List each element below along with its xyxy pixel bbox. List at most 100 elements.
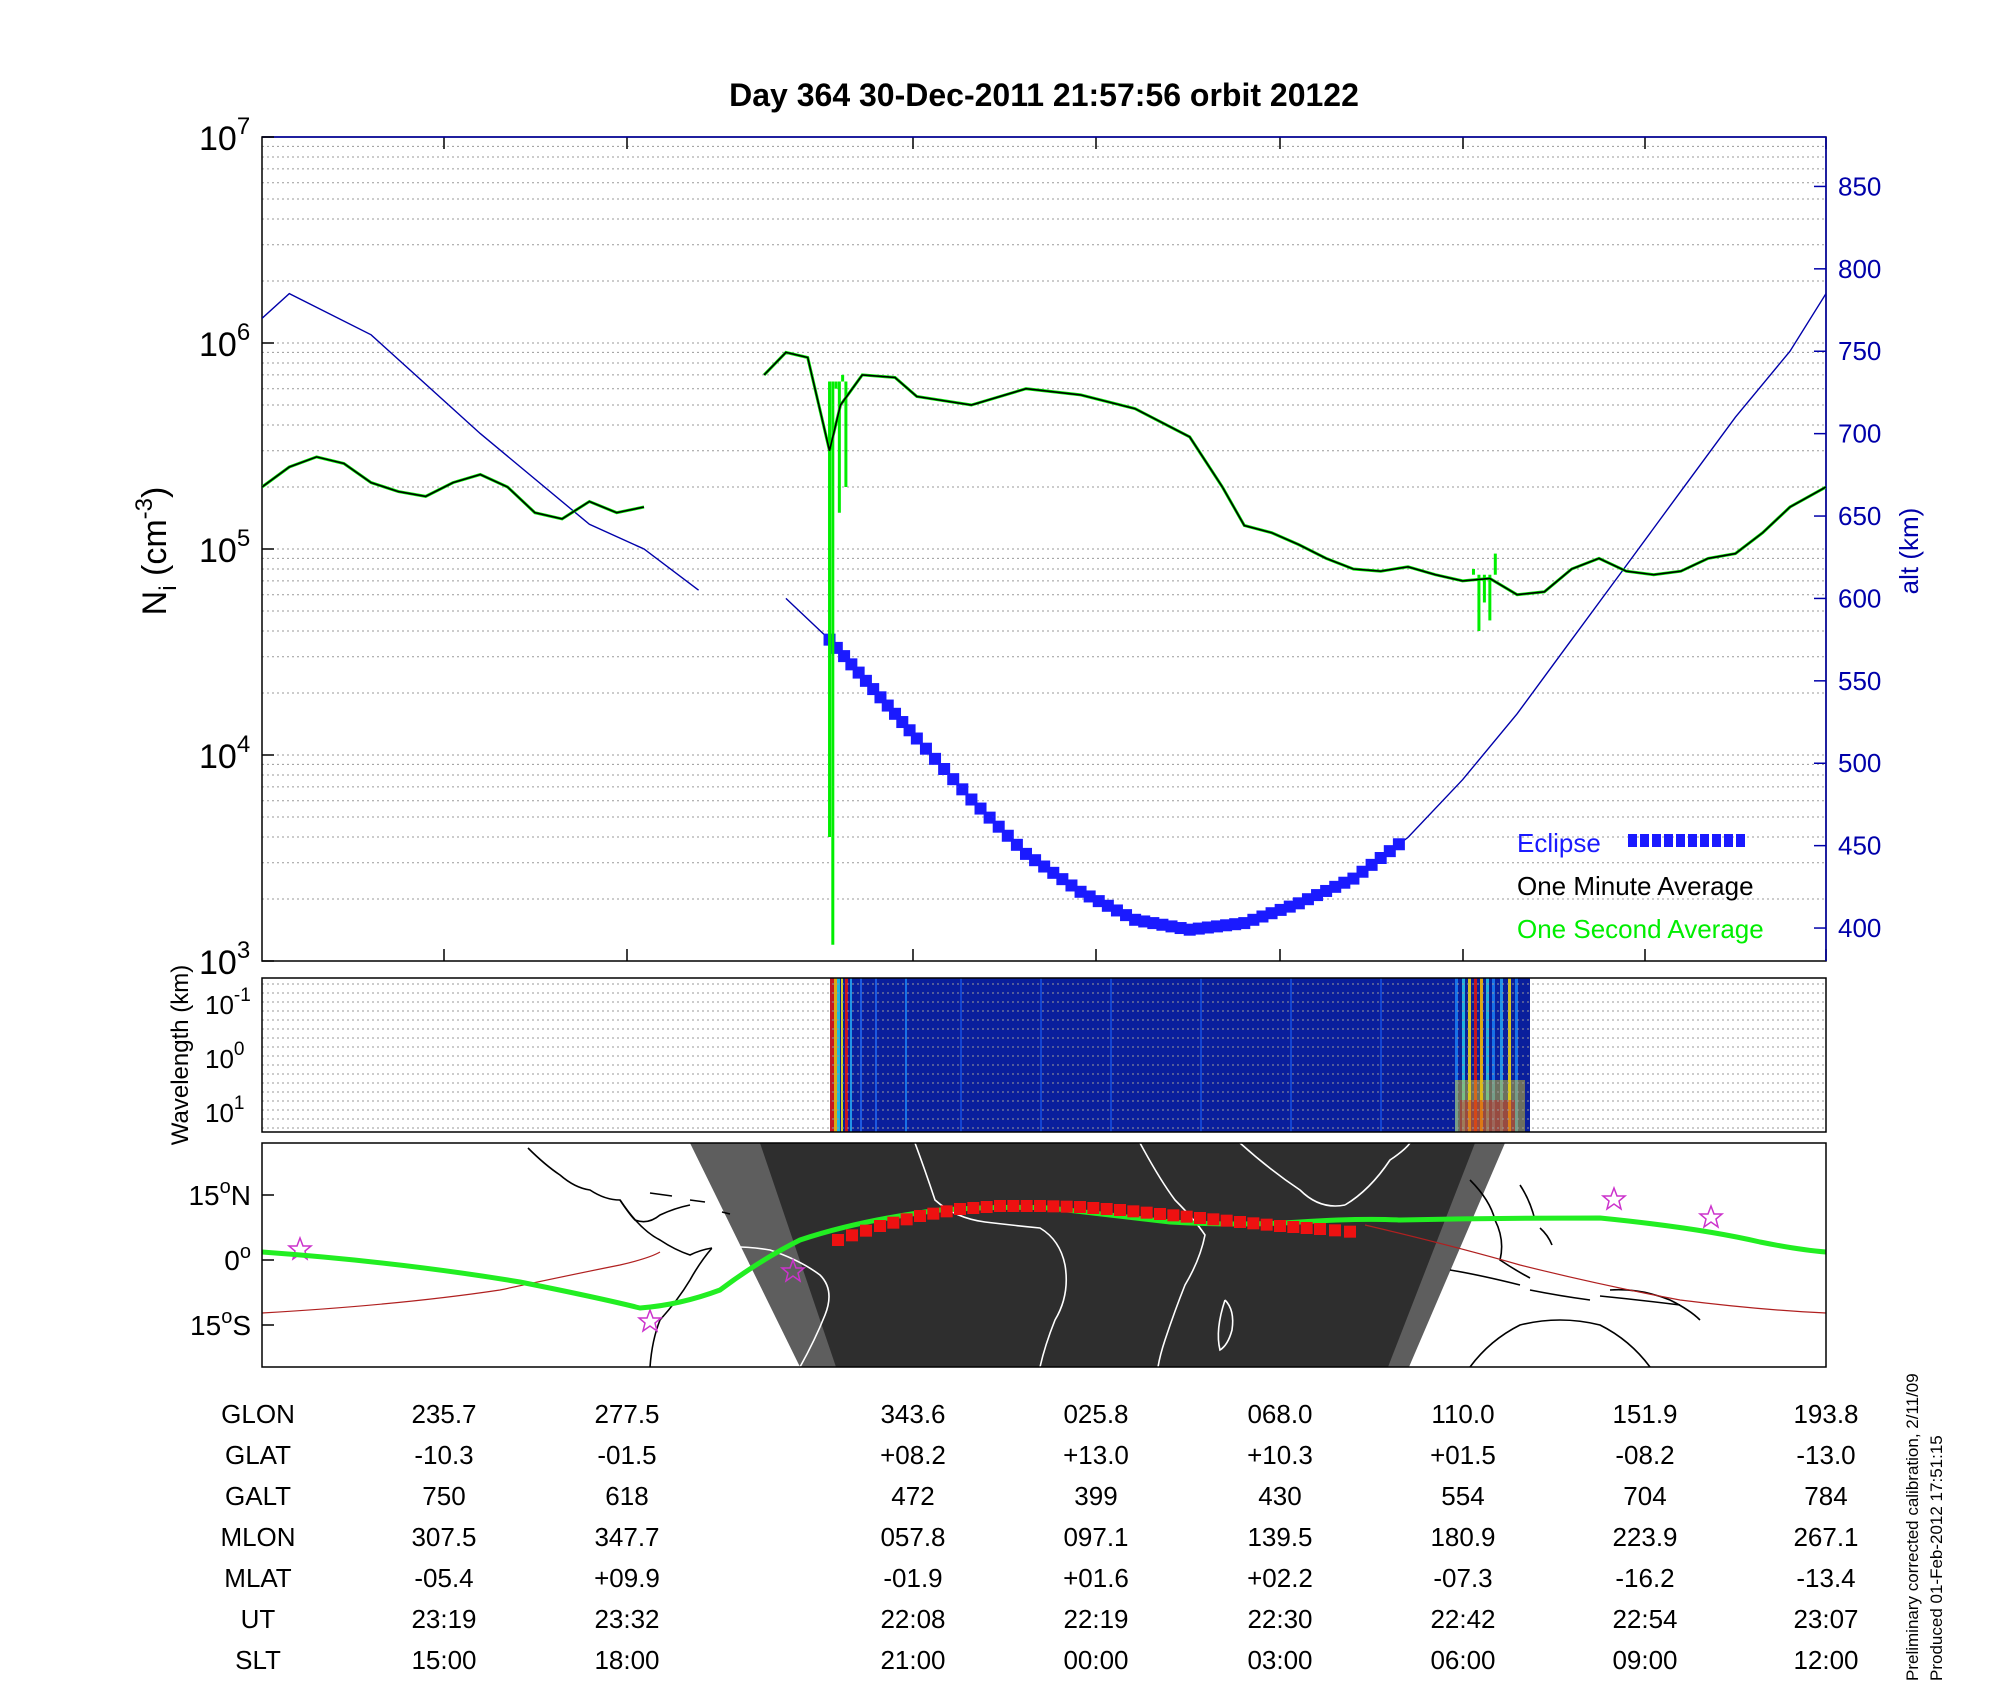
footnote-produced: Produced 01-Feb-2012 17:51:15 bbox=[1927, 1435, 1946, 1681]
station-star-icon bbox=[636, 1307, 664, 1333]
altitude-tick-labels: 400 450 500 550 600 650 700 750 800 850 bbox=[1814, 171, 1881, 943]
track-eclipse-marker bbox=[860, 1224, 872, 1237]
eclipse-marker bbox=[1274, 903, 1287, 916]
y-tick-label: 106 bbox=[199, 319, 250, 364]
eclipse-marker bbox=[1192, 922, 1205, 935]
ephemeris-cell: 068.0 bbox=[1247, 1399, 1312, 1429]
spectrogram-streak bbox=[1200, 978, 1202, 1132]
track-eclipse-marker bbox=[832, 1234, 844, 1246]
eclipse-marker bbox=[1138, 915, 1151, 928]
spectrogram-streak bbox=[834, 978, 837, 1132]
ephemeris-cell: 554 bbox=[1441, 1481, 1484, 1511]
ephemeris-cell: 223.9 bbox=[1612, 1522, 1677, 1552]
ephemeris-cell: 343.6 bbox=[880, 1399, 945, 1429]
spectrogram-streak bbox=[1110, 978, 1112, 1132]
track-eclipse-marker bbox=[1034, 1200, 1046, 1212]
wavelength-gridlines bbox=[262, 983, 1826, 1129]
track-eclipse-marker bbox=[1260, 1218, 1273, 1231]
eclipse-marker bbox=[1265, 907, 1278, 920]
track-eclipse-marker bbox=[1329, 1224, 1341, 1237]
spectrogram-streak bbox=[875, 978, 877, 1132]
eclipse-marker bbox=[1129, 913, 1142, 926]
ephemeris-cell: 12:00 bbox=[1793, 1645, 1858, 1675]
eclipse-marker bbox=[1010, 838, 1023, 851]
eclipse-marker bbox=[1356, 865, 1369, 878]
spectrogram-streak bbox=[850, 978, 852, 1132]
track-eclipse-marker bbox=[940, 1205, 953, 1218]
ephemeris-cell: 618 bbox=[605, 1481, 648, 1511]
track-eclipse-marker bbox=[874, 1220, 886, 1232]
ephemeris-row-label: GLAT bbox=[225, 1440, 291, 1470]
eclipse-marker bbox=[1283, 900, 1296, 913]
eclipse-marker bbox=[919, 742, 932, 755]
ephemeris-cell: -01.9 bbox=[883, 1563, 942, 1593]
spectrogram-streak bbox=[1486, 978, 1489, 1132]
track-eclipse-marker bbox=[1047, 1200, 1060, 1213]
track-eclipse-marker bbox=[967, 1202, 980, 1214]
ephemeris-cell: 06:00 bbox=[1430, 1645, 1495, 1675]
ephemeris-row-label: MLAT bbox=[224, 1563, 292, 1593]
track-eclipse-marker bbox=[1100, 1203, 1113, 1215]
ephemeris-cell: 23:07 bbox=[1793, 1604, 1858, 1634]
ephemeris-cell: +09.9 bbox=[594, 1563, 660, 1593]
eclipse-marker bbox=[992, 820, 1005, 833]
legend-eclipse-mark bbox=[1676, 834, 1685, 847]
eclipse-marker bbox=[965, 793, 978, 806]
track-eclipse-marker bbox=[1087, 1202, 1100, 1214]
spectrogram-streak bbox=[841, 978, 843, 1132]
legend-one-second-label: One Second Average bbox=[1517, 914, 1764, 944]
track-eclipse-marker bbox=[1074, 1201, 1086, 1213]
y2-tick-label: 450 bbox=[1838, 831, 1881, 861]
eclipse-marker bbox=[1101, 899, 1114, 912]
ephemeris-cell: 347.7 bbox=[594, 1522, 659, 1552]
ephemeris-cell: 22:19 bbox=[1063, 1604, 1128, 1634]
ephemeris-cell: 307.5 bbox=[411, 1522, 476, 1552]
spectrogram-streak bbox=[1380, 978, 1382, 1132]
y2-tick-label: 550 bbox=[1838, 666, 1881, 696]
eclipse-marker bbox=[956, 783, 969, 796]
ephemeris-cell: 704 bbox=[1623, 1481, 1666, 1511]
figure-title: Day 364 30-Dec-2011 21:57:56 orbit 20122 bbox=[729, 77, 1359, 113]
eclipse-marker bbox=[1229, 918, 1242, 931]
track-eclipse-marker bbox=[994, 1200, 1006, 1212]
map-axes-box bbox=[261, 1142, 1827, 1368]
legend: Eclipse One Minute Average One Second Av… bbox=[1517, 828, 1764, 944]
ephemeris-cell: 277.5 bbox=[594, 1399, 659, 1429]
legend-eclipse-mark bbox=[1724, 834, 1733, 847]
ephemeris-cell: 267.1 bbox=[1793, 1522, 1858, 1552]
spectrogram-streak bbox=[1455, 978, 1458, 1132]
ephemeris-cell: 235.7 bbox=[411, 1399, 476, 1429]
map-panel: 15oN 0o 15oS bbox=[188, 1142, 1827, 1368]
eclipse-marker bbox=[1365, 858, 1378, 871]
ephemeris-row-label: GLON bbox=[221, 1399, 295, 1429]
eclipse-marker bbox=[1156, 918, 1169, 931]
legend-eclipse-mark bbox=[1688, 834, 1697, 847]
eclipse-marker bbox=[1383, 845, 1396, 858]
track-eclipse-marker bbox=[1167, 1209, 1180, 1222]
map-y-tick-label: 0o bbox=[224, 1241, 251, 1276]
one-minute-line bbox=[262, 456, 645, 520]
map-y-tick-label: 15oS bbox=[190, 1306, 251, 1341]
arabia-coast bbox=[1239, 1143, 1346, 1207]
ephemeris-cell: -05.4 bbox=[414, 1563, 473, 1593]
eclipse-marker bbox=[1311, 889, 1324, 902]
ephemeris-cell: 057.8 bbox=[880, 1522, 945, 1552]
footnote-calibration: Preliminary corrected calibration, 2/11/… bbox=[1903, 1373, 1922, 1681]
spectrogram-streak bbox=[1040, 978, 1042, 1132]
track-eclipse-marker bbox=[1127, 1205, 1140, 1218]
altitude-line-segment bbox=[262, 292, 700, 591]
track-eclipse-markers bbox=[832, 1200, 1356, 1246]
ephemeris-cell: 15:00 bbox=[411, 1645, 476, 1675]
ephemeris-cell: -10.3 bbox=[414, 1440, 473, 1470]
africa-east-coast bbox=[1139, 1143, 1206, 1367]
y2-tick-label: 650 bbox=[1838, 501, 1881, 531]
eclipse-marker bbox=[1165, 920, 1178, 933]
central-america-coast bbox=[619, 1199, 713, 1256]
eclipse-marker bbox=[910, 732, 923, 745]
wavelength-axes-box bbox=[261, 977, 1827, 1133]
legend-eclipse-mark bbox=[1640, 834, 1649, 847]
eclipse-marker bbox=[1210, 920, 1223, 933]
ephemeris-cell: -13.4 bbox=[1796, 1563, 1855, 1593]
track-eclipse-marker bbox=[887, 1216, 900, 1229]
ephemeris-cell: 23:19 bbox=[411, 1604, 476, 1634]
